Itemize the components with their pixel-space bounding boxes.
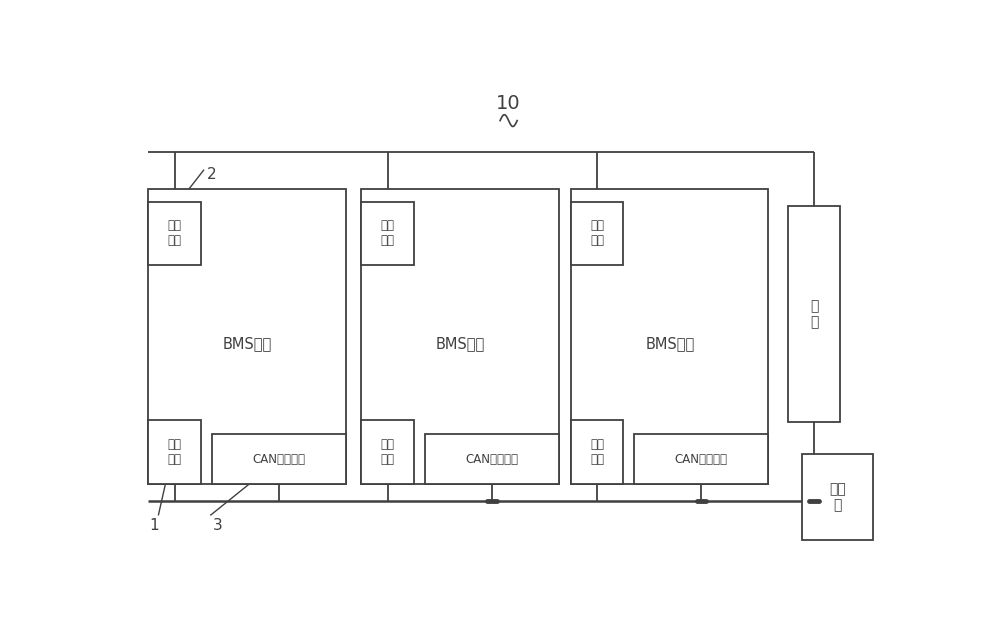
Text: CAN通讯单元: CAN通讯单元: [252, 452, 305, 466]
Text: CAN通讯单元: CAN通讯单元: [465, 452, 518, 466]
Bar: [148, 420, 201, 483]
Text: 负
载: 负 载: [810, 299, 818, 329]
Bar: [148, 189, 346, 483]
Text: 正极
输出: 正极 输出: [381, 219, 395, 247]
Bar: [361, 201, 414, 265]
Bar: [148, 201, 201, 265]
Text: 正极
输出: 正极 输出: [168, 219, 182, 247]
Bar: [571, 201, 623, 265]
Bar: [571, 189, 768, 483]
Text: 2: 2: [207, 167, 217, 182]
Text: BMS模块: BMS模块: [223, 336, 272, 351]
Text: CAN通讯单元: CAN通讯单元: [675, 452, 728, 466]
Text: 负极
输出: 负极 输出: [381, 438, 395, 466]
Bar: [634, 434, 768, 483]
Text: BMS模块: BMS模块: [645, 336, 694, 351]
Bar: [788, 206, 840, 422]
Text: 3: 3: [213, 518, 223, 533]
Text: 负极
输出: 负极 输出: [168, 438, 182, 466]
Text: 10: 10: [496, 94, 521, 113]
Bar: [571, 420, 623, 483]
Text: 负极
输出: 负极 输出: [590, 438, 604, 466]
Bar: [361, 420, 414, 483]
Bar: [212, 434, 346, 483]
Bar: [425, 434, 559, 483]
Bar: [802, 454, 873, 540]
Text: 正极
输出: 正极 输出: [590, 219, 604, 247]
Text: 上位
机: 上位 机: [829, 482, 846, 512]
Text: BMS模块: BMS模块: [436, 336, 485, 351]
Text: 1: 1: [150, 518, 159, 533]
Bar: [361, 189, 559, 483]
